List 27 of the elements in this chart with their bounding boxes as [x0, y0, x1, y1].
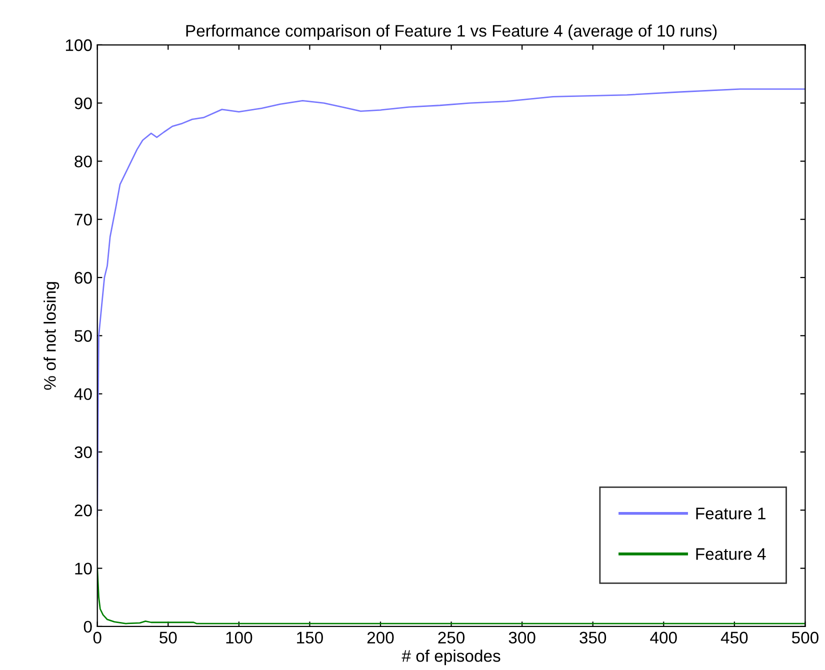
y-tick-label: 50 [74, 330, 92, 342]
x-tick-label: 400 [650, 632, 677, 644]
y-tick-label: 100 [66, 39, 92, 52]
x-tick-label: 100 [226, 632, 252, 644]
y-tick-label: 20 [74, 504, 92, 516]
x-tick-label: 450 [720, 632, 748, 644]
y-axis-title: % of not losing [44, 282, 60, 390]
x-tick-label: 350 [580, 632, 606, 644]
legend-label: Feature 1 [696, 508, 766, 520]
chart-title: Performance comparison of Feature 1 vs Feature 4 (average of 10 runs) [186, 24, 717, 40]
legend-label: Feature 4 [696, 548, 766, 560]
x-tick-label: 500 [792, 632, 818, 644]
y-tick-label: 70 [74, 214, 92, 226]
x-axis-title: # of episodes [402, 650, 500, 666]
y-tick-label: 30 [74, 446, 92, 458]
x-tick-label: 200 [367, 632, 394, 644]
x-tick-label: 300 [508, 632, 536, 644]
y-tick-label: 90 [74, 97, 92, 110]
x-tick-label: 150 [297, 632, 323, 644]
x-tick-label: 250 [438, 632, 465, 644]
x-tick-label: 0 [93, 632, 102, 644]
y-tick-label: 60 [74, 272, 92, 284]
x-tick-label: 50 [160, 632, 177, 644]
y-tick-label: 10 [75, 562, 92, 574]
y-tick-label: 0 [84, 620, 92, 633]
y-tick-label: 40 [74, 388, 92, 400]
y-tick-label: 80 [74, 156, 92, 168]
